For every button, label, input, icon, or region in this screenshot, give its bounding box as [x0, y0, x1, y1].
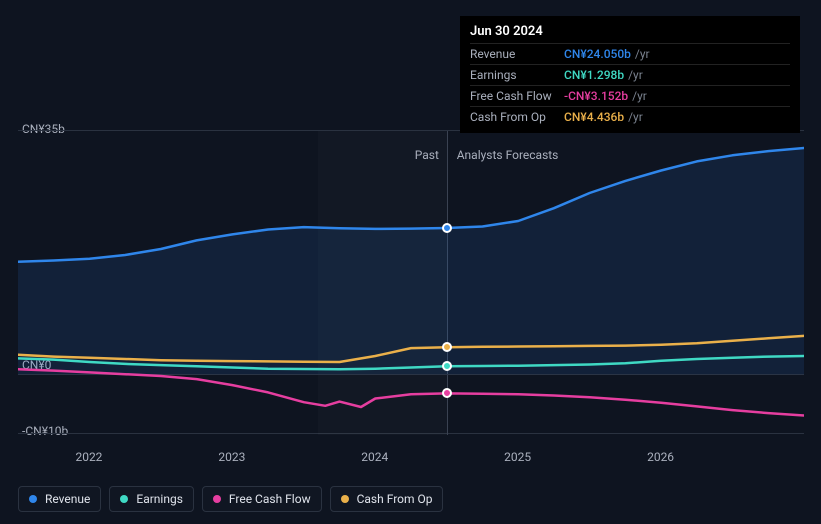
tooltip-row-cfo: Cash From OpCN¥4.436b/yr [470, 106, 790, 127]
series-line-fcf [18, 369, 804, 415]
tooltip: Jun 30 2024 RevenueCN¥24.050b/yrEarnings… [460, 16, 800, 133]
focus-marker-revenue [442, 223, 452, 233]
tooltip-row-unit: /yr [628, 68, 643, 82]
x-tick-label: 2024 [361, 450, 388, 464]
tooltip-row-earnings: EarningsCN¥1.298b/yr [470, 64, 790, 85]
tooltip-row-label: Earnings [470, 68, 564, 82]
tooltip-row-unit: /yr [632, 89, 647, 103]
legend-item-label: Free Cash Flow [229, 492, 311, 506]
legend-swatch-icon [120, 495, 128, 503]
legend-item-label: Cash From Op [357, 492, 433, 506]
tooltip-row-label: Cash From Op [470, 110, 564, 124]
x-tick-label: 2025 [504, 450, 531, 464]
legend-item-cfo[interactable]: Cash From Op [330, 486, 444, 512]
chart-stage: CN¥35b CN¥0 -CN¥10b 20222023202420252026… [18, 0, 804, 470]
tooltip-row-revenue: RevenueCN¥24.050b/yr [470, 43, 790, 64]
plot-area[interactable] [18, 130, 804, 434]
legend-item-label: Earnings [136, 492, 183, 506]
tooltip-row-label: Free Cash Flow [470, 89, 564, 103]
legend-item-revenue[interactable]: Revenue [18, 486, 101, 512]
chart-svg [18, 131, 804, 435]
x-tick-label: 2026 [647, 450, 674, 464]
legend-swatch-icon [341, 495, 349, 503]
legend-item-earnings[interactable]: Earnings [109, 486, 194, 512]
legend-item-label: Revenue [45, 492, 90, 506]
legend-swatch-icon [213, 495, 221, 503]
section-label-forecast: Analysts Forecasts [457, 148, 559, 162]
tooltip-row-fcf: Free Cash Flow-CN¥3.152b/yr [470, 85, 790, 106]
tooltip-row-value: -CN¥3.152b [564, 89, 628, 103]
focus-marker-fcf [442, 388, 452, 398]
legend: Revenue Earnings Free Cash Flow Cash From O… [18, 486, 443, 512]
legend-swatch-icon [29, 495, 37, 503]
tooltip-row-value: CN¥4.436b [564, 110, 624, 124]
focus-marker-earnings [442, 361, 452, 371]
legend-item-fcf[interactable]: Free Cash Flow [202, 486, 322, 512]
tooltip-row-value: CN¥24.050b [564, 47, 631, 61]
tooltip-row-unit: /yr [635, 47, 650, 61]
x-tick-label: 2023 [218, 450, 245, 464]
tooltip-row-value: CN¥1.298b [564, 68, 624, 82]
tooltip-row-unit: /yr [628, 110, 643, 124]
tooltip-row-label: Revenue [470, 47, 564, 61]
tooltip-title: Jun 30 2024 [470, 24, 790, 39]
series-area-revenue [18, 148, 804, 374]
focus-marker-cfo [442, 342, 452, 352]
section-label-past: Past [415, 148, 439, 162]
x-tick-label: 2022 [75, 450, 102, 464]
